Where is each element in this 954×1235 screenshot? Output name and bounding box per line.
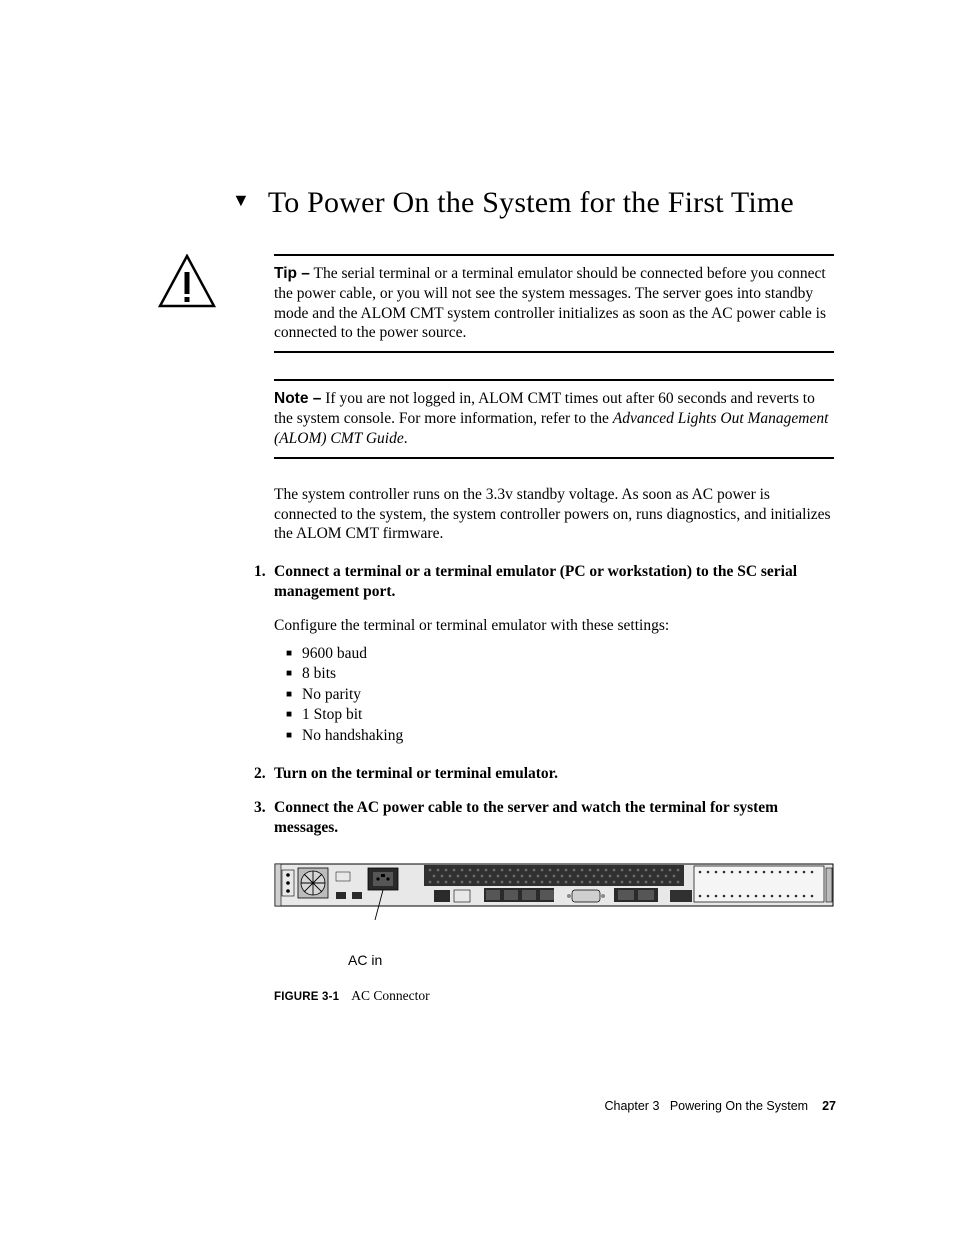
step-2: 2. Turn on the terminal or terminal emul… [254, 764, 836, 784]
page-footer: Chapter 3 Powering On the System 27 [0, 1099, 954, 1113]
bullet-icon: ■ [286, 664, 292, 684]
list-item: ■ No parity [286, 685, 834, 705]
step-1-bullets: ■ 9600 baud ■ 8 bits ■ No parity ■ 1 Stop bi… [286, 644, 834, 746]
figure-callout-label: AC in [348, 952, 834, 968]
step-1-text: Connect a terminal or a terminal emulato… [274, 562, 836, 602]
bullet-icon: ■ [286, 705, 292, 725]
step-1: 1. Connect a terminal or a terminal emul… [254, 562, 836, 602]
section-heading: To Power On the System for the First Tim… [268, 186, 794, 220]
bullet-text: 1 Stop bit [302, 705, 362, 725]
note-rule-top [274, 379, 834, 381]
step-3-number: 3. [254, 798, 268, 838]
step-2-text: Turn on the terminal or terminal emulato… [274, 764, 558, 784]
section-heading-row: ▼ To Power On the System for the First T… [232, 186, 834, 220]
footer-page-number: 27 [822, 1099, 836, 1113]
footer-chapter: Chapter 3 [605, 1099, 660, 1113]
bullet-icon: ■ [286, 685, 292, 705]
note-rule-bottom [274, 457, 834, 459]
tip-text: The serial terminal or a terminal emulat… [274, 265, 826, 341]
bullet-text: No handshaking [302, 726, 403, 746]
list-item: ■ No handshaking [286, 726, 834, 746]
bullet-icon: ■ [286, 644, 292, 664]
tip-label: Tip – [274, 265, 310, 282]
bullet-icon: ■ [286, 726, 292, 746]
tip-callout: Tip – The serial terminal or a terminal … [274, 262, 834, 345]
bullet-text: 8 bits [302, 664, 336, 684]
step-3-text: Connect the AC power cable to the server… [274, 798, 836, 838]
server-rear-panel-icon [274, 856, 834, 922]
figure-3-1: AC in FIGURE 3-1 AC Connector [274, 856, 834, 1004]
note-text-b: . [404, 430, 408, 447]
warning-triangle-icon [158, 254, 216, 308]
bullet-text: No parity [302, 685, 361, 705]
heading-marker-icon: ▼ [232, 190, 250, 211]
list-item: ■ 1 Stop bit [286, 705, 834, 725]
step-1-number: 1. [254, 562, 268, 602]
step-3: 3. Connect the AC power cable to the ser… [254, 798, 836, 838]
figure-caption: FIGURE 3-1 AC Connector [274, 988, 834, 1004]
note-callout: Note – If you are not logged in, ALOM CM… [274, 387, 834, 450]
body-paragraph: The system controller runs on the 3.3v s… [274, 485, 834, 544]
figure-caption-label: FIGURE 3-1 [274, 991, 339, 1003]
list-item: ■ 9600 baud [286, 644, 834, 664]
step-1-subtext: Configure the terminal or terminal emula… [274, 616, 834, 636]
tip-rule-top [274, 254, 834, 256]
list-item: ■ 8 bits [286, 664, 834, 684]
note-label: Note – [274, 390, 321, 407]
bullet-text: 9600 baud [302, 644, 367, 664]
tip-rule-bottom [274, 351, 834, 353]
step-2-number: 2. [254, 764, 268, 784]
figure-caption-text: AC Connector [351, 988, 429, 1003]
footer-title: Powering On the System [670, 1099, 808, 1113]
